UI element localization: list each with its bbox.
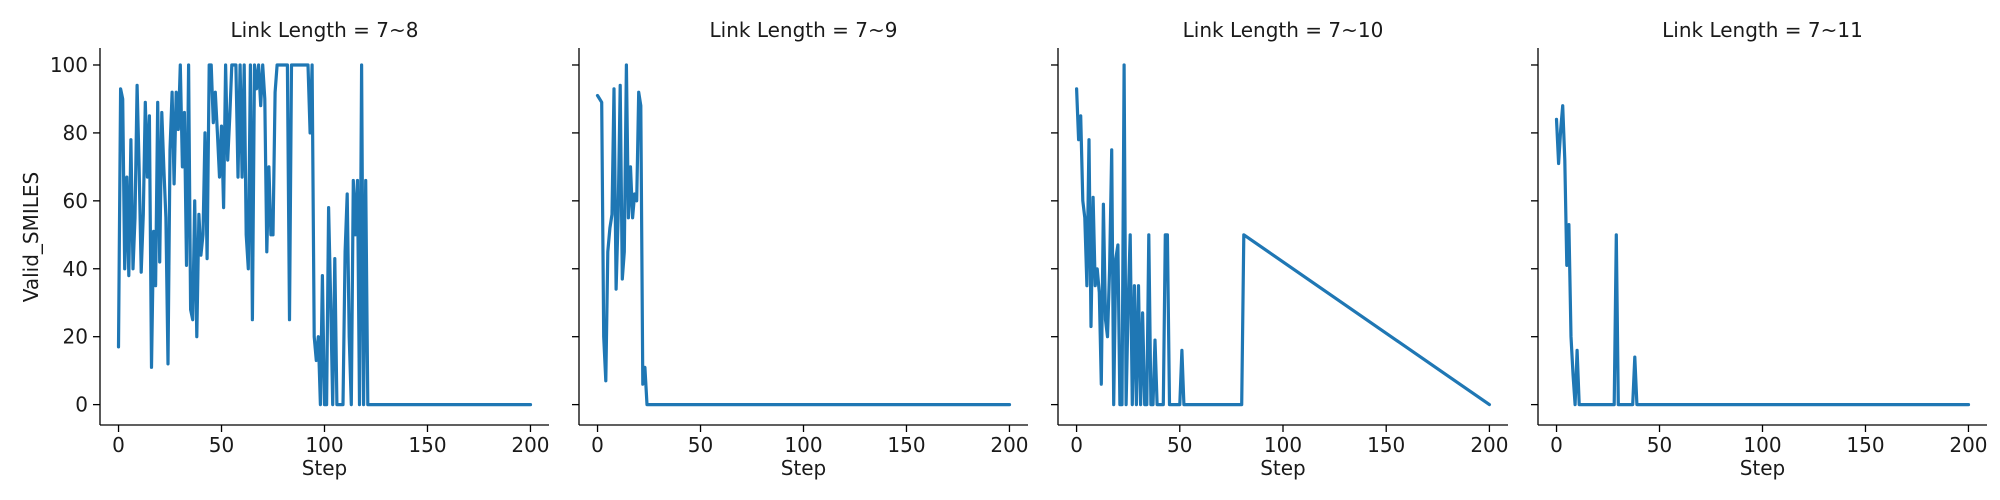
x-tick-label: 100	[784, 433, 822, 457]
panel-2: Link Length = 7~9 0 50 100 150 200 Step	[572, 18, 1029, 480]
panel-title: Link Length = 7~11	[1662, 18, 1863, 42]
panel-title: Link Length = 7~8	[231, 18, 419, 42]
x-tick-label: 150	[1367, 433, 1405, 457]
x-tick-label: 50	[1647, 433, 1672, 457]
x-axis-label: Step	[781, 456, 827, 480]
y-axis-label: Valid_SMILES	[19, 172, 43, 303]
x-tick-label: 200	[1470, 433, 1508, 457]
x-tick-label: 200	[1949, 433, 1987, 457]
chart-panels: Link Length = 7~8 0 20 40 60 80 100 0 50 100 150 20…	[50, 18, 1988, 480]
x-tick-label: 50	[688, 433, 713, 457]
x-tick-label: 50	[1167, 433, 1192, 457]
x-tick-label: 50	[209, 433, 234, 457]
x-tick-label: 100	[1743, 433, 1781, 457]
x-tick-label: 100	[1264, 433, 1302, 457]
x-tick-label: 150	[887, 433, 925, 457]
x-tick-label: 0	[591, 433, 604, 457]
panel-4: Link Length = 7~11 0 50 100 150 200 Step	[1531, 18, 1988, 480]
x-tick-label: 200	[990, 433, 1028, 457]
x-tick-label: 100	[305, 433, 343, 457]
x-axis-label: Step	[1740, 456, 1786, 480]
series-line	[1074, 63, 1492, 407]
x-tick-label: 150	[408, 433, 446, 457]
panel-1: Link Length = 7~8 0 20 40 60 80 100 0 50 100 150 20…	[50, 18, 550, 480]
x-tick-label: 200	[511, 433, 549, 457]
y-tick-label: 60	[63, 189, 88, 213]
x-tick-label: 150	[1846, 433, 1884, 457]
panel-title: Link Length = 7~9	[710, 18, 898, 42]
y-tick-label: 20	[63, 325, 88, 349]
x-axis-label: Step	[302, 456, 348, 480]
y-tick-label: 40	[63, 257, 88, 281]
x-tick-label: 0	[112, 433, 125, 457]
series-line	[595, 63, 1012, 407]
y-tick-label: 80	[63, 121, 88, 145]
x-tick-label: 0	[1070, 433, 1083, 457]
y-tick-label: 0	[75, 393, 88, 417]
series-line	[1554, 104, 1971, 407]
panel-3: Link Length = 7~10 0 50 100 150 200 Step	[1051, 18, 1509, 480]
panel-title: Link Length = 7~10	[1183, 18, 1384, 42]
x-axis-label: Step	[1260, 456, 1306, 480]
series-line	[116, 63, 533, 407]
y-tick-label: 100	[50, 53, 88, 77]
x-tick-label: 0	[1550, 433, 1563, 457]
